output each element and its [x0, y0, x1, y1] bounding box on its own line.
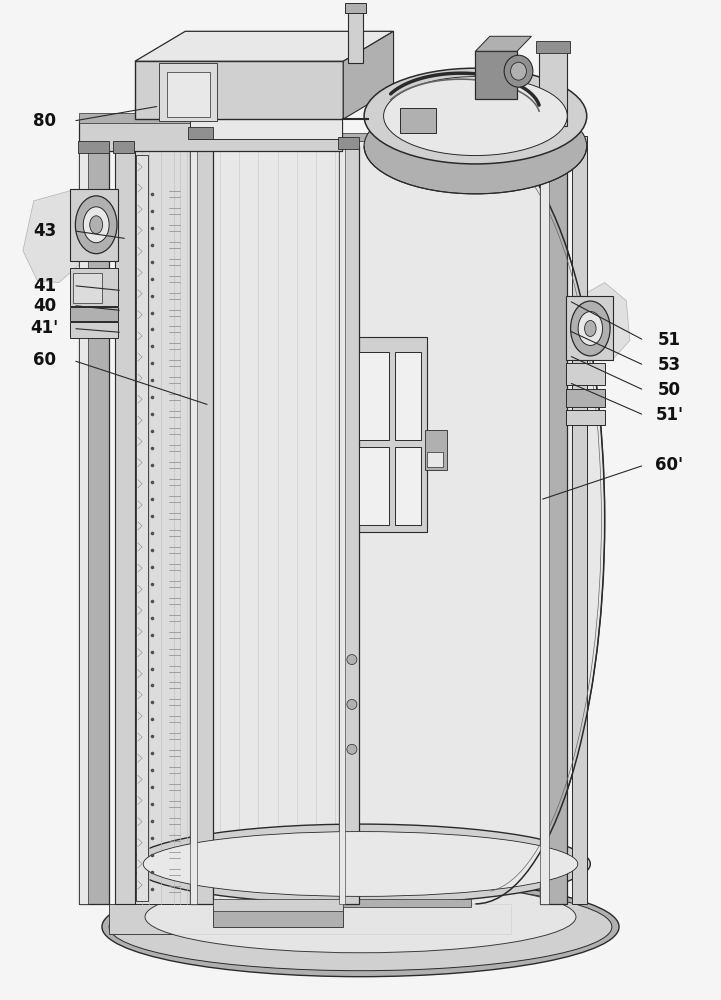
Polygon shape	[23, 191, 87, 283]
Ellipse shape	[102, 877, 619, 977]
Bar	[540, 136, 549, 904]
Bar	[395, 352, 421, 440]
Bar	[188, 127, 213, 139]
Ellipse shape	[578, 312, 603, 345]
Bar	[345, 3, 366, 13]
Polygon shape	[576, 283, 630, 360]
Text: 80: 80	[33, 112, 56, 130]
Bar	[359, 352, 389, 440]
Bar	[190, 136, 213, 904]
Text: 50: 50	[658, 381, 681, 399]
Ellipse shape	[83, 207, 109, 243]
Bar	[115, 151, 135, 904]
Ellipse shape	[510, 62, 526, 80]
Text: 40: 40	[33, 297, 56, 315]
Ellipse shape	[364, 68, 587, 164]
Bar	[359, 447, 389, 525]
Bar	[190, 136, 197, 904]
Bar	[566, 363, 606, 385]
Bar	[70, 322, 118, 338]
Bar	[566, 389, 606, 407]
Bar	[213, 146, 342, 904]
Bar	[395, 447, 421, 525]
Text: 60: 60	[33, 351, 56, 369]
Bar	[213, 899, 342, 911]
Bar	[355, 337, 427, 532]
Text: 41': 41'	[30, 319, 58, 337]
Bar	[79, 151, 109, 904]
Bar	[136, 155, 148, 901]
Text: 60': 60'	[655, 456, 684, 474]
Ellipse shape	[570, 301, 610, 356]
Bar	[425, 430, 447, 470]
Bar	[539, 51, 567, 126]
Bar	[159, 63, 217, 121]
Bar	[475, 51, 517, 99]
Bar	[78, 141, 109, 153]
Bar	[572, 136, 588, 904]
Text: 53: 53	[658, 356, 681, 374]
Polygon shape	[475, 36, 531, 51]
Bar	[540, 136, 567, 904]
Polygon shape	[343, 31, 394, 119]
Text: 51: 51	[658, 331, 681, 349]
Bar	[348, 11, 363, 63]
Bar	[70, 189, 118, 261]
Bar	[74, 273, 102, 303]
Polygon shape	[342, 136, 605, 904]
Bar	[190, 111, 342, 139]
Bar	[400, 108, 436, 133]
Ellipse shape	[347, 699, 357, 709]
Bar	[566, 410, 606, 425]
Bar	[342, 899, 471, 907]
Bar	[213, 907, 342, 927]
Text: 43: 43	[33, 222, 56, 240]
Bar	[135, 61, 343, 119]
Ellipse shape	[585, 320, 596, 336]
Ellipse shape	[131, 824, 590, 904]
Bar	[70, 268, 118, 306]
Bar	[70, 307, 118, 320]
Bar	[342, 133, 471, 141]
Ellipse shape	[89, 216, 102, 234]
Bar	[167, 72, 210, 117]
Text: 41: 41	[33, 277, 56, 295]
Ellipse shape	[145, 881, 576, 953]
Polygon shape	[135, 31, 394, 61]
Ellipse shape	[364, 98, 587, 194]
Bar	[339, 146, 359, 904]
Ellipse shape	[347, 744, 357, 754]
Bar	[339, 146, 345, 904]
Bar	[135, 151, 190, 904]
Bar	[79, 121, 342, 151]
Ellipse shape	[384, 77, 567, 156]
Ellipse shape	[504, 55, 533, 87]
Bar	[79, 151, 87, 904]
Ellipse shape	[76, 196, 117, 254]
Ellipse shape	[109, 883, 612, 971]
Bar	[428, 452, 443, 467]
Text: 51': 51'	[655, 406, 684, 424]
Bar	[539, 124, 567, 139]
Bar	[536, 41, 570, 53]
Bar	[79, 113, 342, 123]
Ellipse shape	[143, 832, 578, 896]
Bar	[113, 141, 133, 153]
Bar	[109, 904, 511, 934]
Bar	[337, 137, 359, 149]
Bar	[566, 296, 613, 360]
Ellipse shape	[347, 655, 357, 665]
